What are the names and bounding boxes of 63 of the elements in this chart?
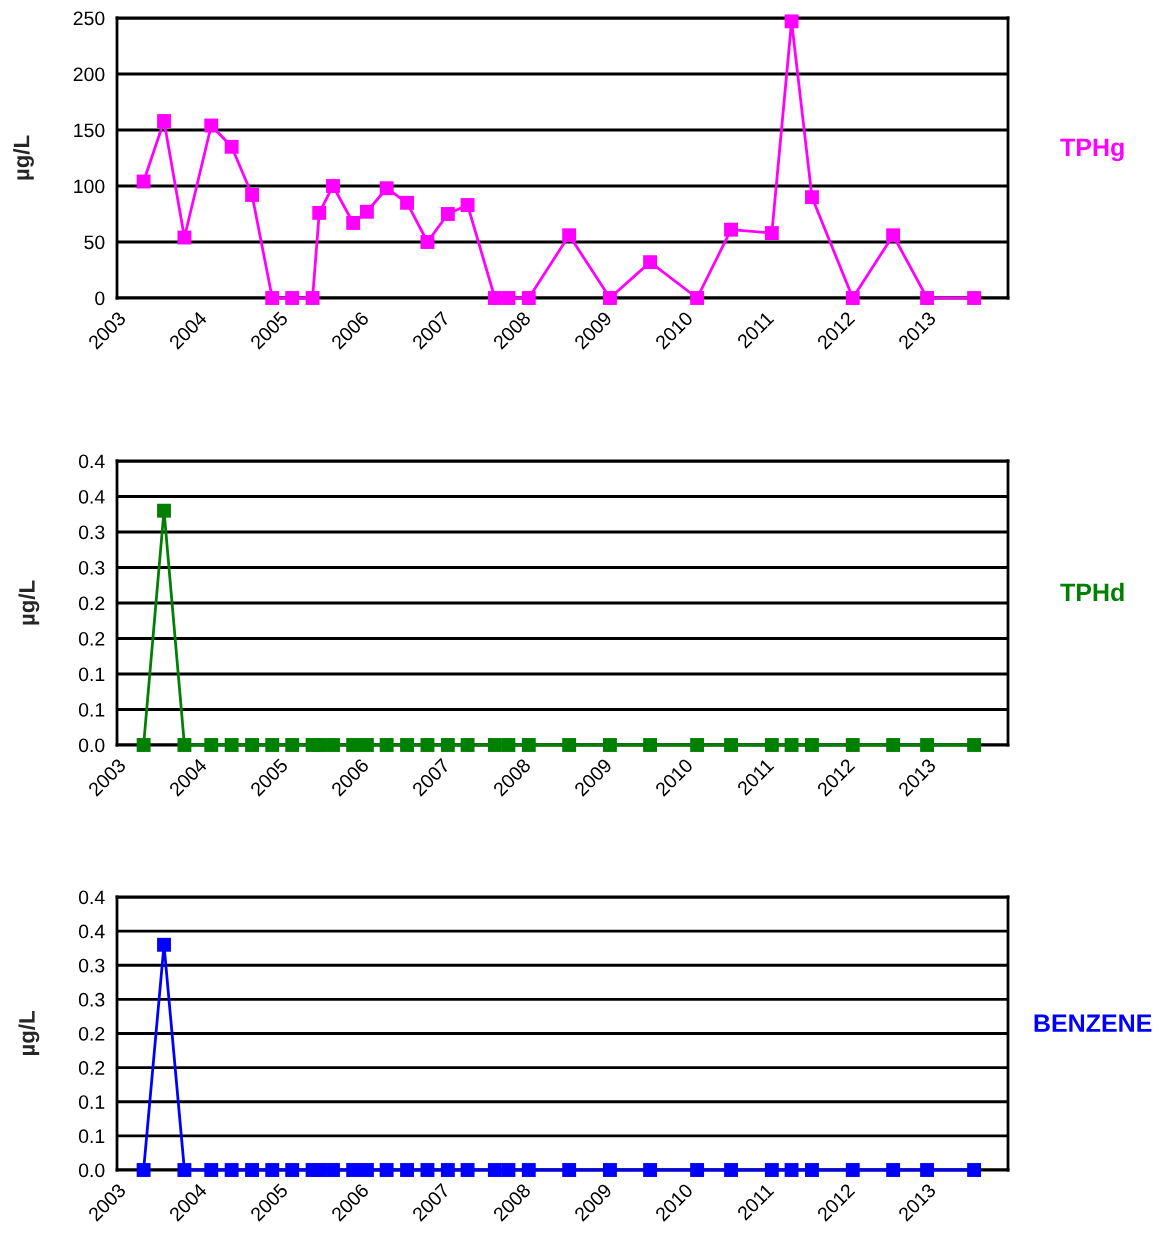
point bbox=[784, 14, 799, 29]
point bbox=[326, 179, 340, 193]
y-tick-label: 0.1 bbox=[78, 667, 105, 682]
y-tick-label: 0 bbox=[95, 291, 105, 306]
point bbox=[359, 204, 374, 219]
text: TPHd bbox=[1060, 582, 1124, 602]
point bbox=[886, 228, 901, 243]
y-tick-label: 0.0 bbox=[78, 1163, 105, 1178]
y-tick-label: 0.0 bbox=[78, 738, 105, 753]
point bbox=[285, 291, 300, 305]
y-tick-label: 0.4 bbox=[78, 924, 105, 939]
y-tick-label: 50 bbox=[84, 235, 105, 250]
point bbox=[177, 230, 192, 245]
y-axis-title: µg/L bbox=[13, 135, 34, 180]
y-tick-label: 0.2 bbox=[78, 1026, 105, 1041]
y-tick-label: 0.3 bbox=[78, 560, 105, 575]
point bbox=[379, 181, 394, 196]
y-tick-label: 0.3 bbox=[78, 958, 105, 973]
y-axis-title: µg/L bbox=[18, 1011, 40, 1056]
y-tick-label: 0.4 bbox=[78, 890, 105, 905]
point bbox=[805, 190, 819, 205]
point bbox=[245, 188, 259, 202]
point bbox=[420, 235, 435, 249]
point bbox=[724, 222, 738, 237]
y-tick-label: 0.1 bbox=[78, 702, 105, 717]
point bbox=[764, 226, 779, 240]
point bbox=[346, 216, 361, 230]
point bbox=[603, 291, 617, 305]
y-tick-label: 0.4 bbox=[78, 489, 105, 504]
y-tick-label: 0.3 bbox=[78, 525, 105, 540]
text: BENZENE bbox=[1034, 1014, 1152, 1032]
point bbox=[265, 291, 280, 305]
point bbox=[400, 195, 414, 210]
point bbox=[521, 291, 536, 305]
point bbox=[157, 114, 171, 128]
y-tick-label: 0.3 bbox=[78, 992, 105, 1007]
y-axis-title: µg/L bbox=[18, 580, 40, 625]
y-tick-label: 150 bbox=[74, 123, 105, 138]
point bbox=[305, 291, 320, 305]
point bbox=[690, 291, 705, 305]
point bbox=[501, 291, 516, 305]
point bbox=[643, 255, 658, 270]
y-tick-label: 200 bbox=[73, 67, 105, 82]
y-tick-label: 0.1 bbox=[78, 1095, 105, 1109]
text: TPHg bbox=[1060, 138, 1124, 162]
y-tick-label: 0.1 bbox=[78, 1129, 105, 1144]
point bbox=[845, 291, 860, 305]
y-tick-label: 100 bbox=[74, 179, 105, 194]
y-tick-label: 250 bbox=[73, 11, 105, 26]
y-tick-label: 0.2 bbox=[78, 1061, 105, 1075]
y-tick-label: 0.2 bbox=[78, 596, 105, 611]
point bbox=[312, 205, 327, 220]
y-tick-label: 0.2 bbox=[78, 631, 105, 646]
point bbox=[920, 291, 935, 305]
point bbox=[224, 139, 239, 154]
point bbox=[204, 118, 219, 133]
point bbox=[460, 198, 475, 212]
y-tick-label: 0.4 bbox=[78, 454, 105, 469]
point bbox=[136, 174, 151, 189]
point bbox=[562, 228, 577, 243]
point bbox=[967, 291, 982, 305]
point bbox=[487, 291, 502, 305]
point bbox=[440, 207, 455, 221]
